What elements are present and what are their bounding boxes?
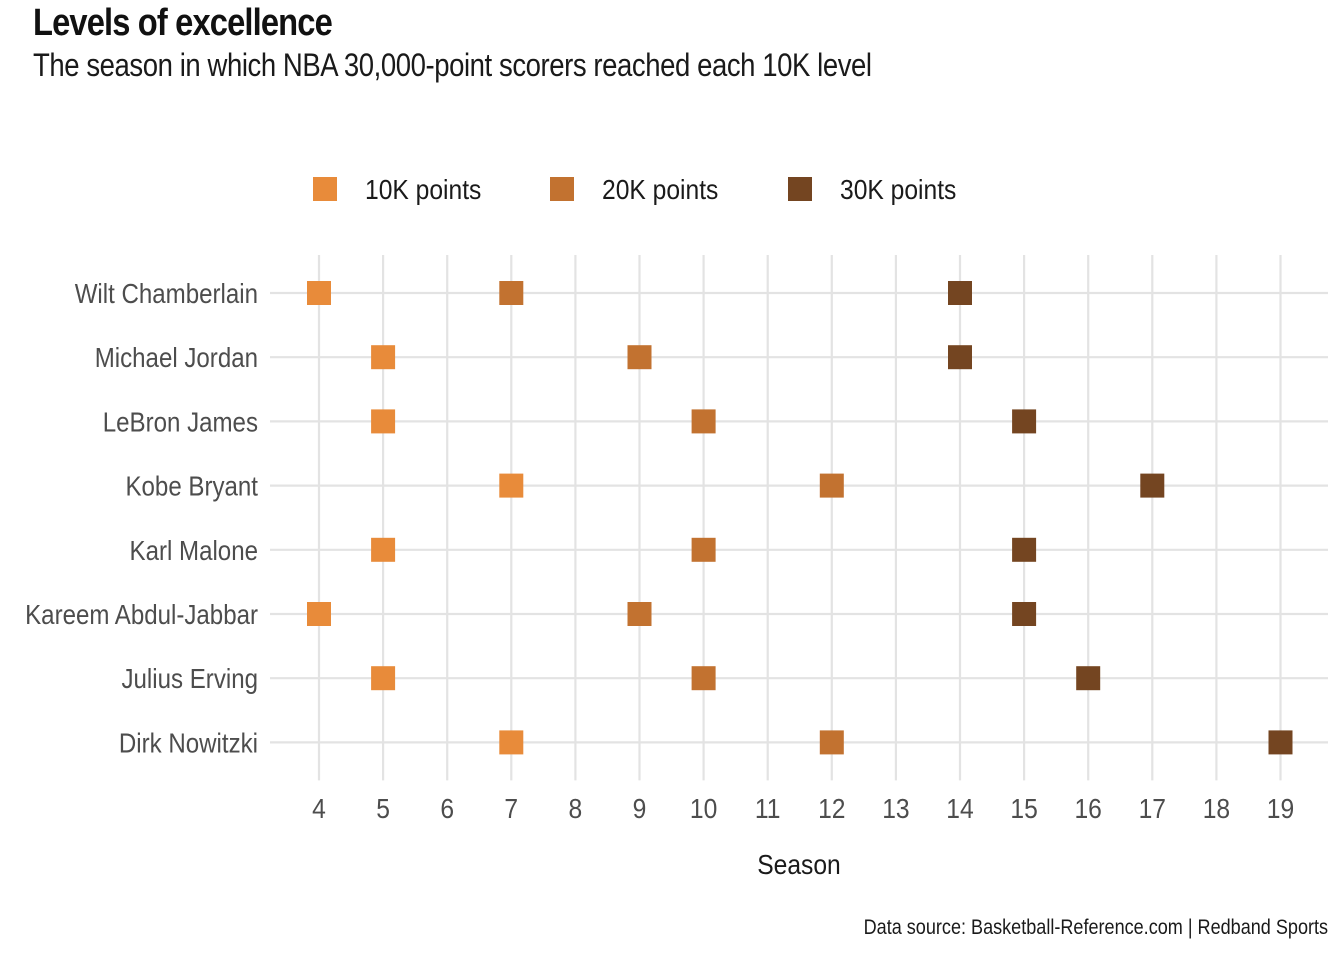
- y-tick-label: Wilt Chamberlain: [75, 277, 258, 309]
- legend: 10K points 20K points 30K points: [313, 174, 956, 206]
- data-point-20k: [627, 602, 652, 626]
- data-point-20k: [691, 666, 716, 691]
- data-point-30k: [948, 281, 972, 305]
- data-point-30k: [1012, 602, 1037, 626]
- data-point-20k: [819, 473, 844, 498]
- y-tick-label: Kareem Abdul-Jabbar: [25, 598, 258, 630]
- x-tick-label: 10: [690, 793, 717, 825]
- x-tick-label: 19: [1267, 793, 1294, 825]
- caption: Data source: Basketball-Reference.com | …: [863, 916, 1328, 939]
- x-tick-label: 9: [633, 793, 647, 825]
- x-tick-label: 6: [440, 793, 454, 825]
- y-tick-label: Karl Malone: [130, 534, 258, 566]
- x-tick-label: 18: [1203, 793, 1230, 825]
- data-point-30k: [1268, 730, 1293, 755]
- y-axis-labels: Wilt Chamberlain Michael Jordan LeBron Jam…: [25, 277, 259, 759]
- x-axis-title: Season: [757, 849, 841, 881]
- grid: [270, 255, 1328, 781]
- data-point-30k: [1012, 409, 1037, 434]
- data-point-30k: [1076, 666, 1101, 691]
- x-axis-labels: 4 5 6 7 8 9 10 11 12 13 14 15 16 17 18 19: [312, 793, 1294, 825]
- x-tick-label: 14: [946, 793, 973, 825]
- legend-label: 10K points: [365, 174, 481, 206]
- data-point-10k: [307, 281, 331, 305]
- chart-subtitle: The season in which NBA 30,000-point sco…: [33, 47, 872, 83]
- data-point-20k: [691, 537, 716, 562]
- data-point-20k: [499, 281, 524, 305]
- x-tick-label: 8: [569, 793, 583, 825]
- legend-key: [788, 177, 812, 201]
- data-point-10k: [307, 602, 331, 626]
- data-point-10k: [499, 473, 524, 498]
- legend-label: 20K points: [602, 174, 718, 206]
- data-points: [307, 281, 1293, 755]
- data-point-10k: [499, 730, 524, 755]
- x-tick-label: 16: [1074, 793, 1101, 825]
- x-tick-label: 12: [818, 793, 845, 825]
- y-tick-label: Julius Erving: [122, 662, 258, 694]
- legend-key: [313, 177, 337, 201]
- data-point-10k: [371, 537, 396, 562]
- chart-title: Levels of excellence: [33, 2, 333, 44]
- y-tick-label: Michael Jordan: [95, 341, 258, 373]
- data-point-20k: [627, 345, 652, 370]
- legend-key: [550, 177, 574, 201]
- data-point-30k: [1012, 537, 1037, 562]
- x-tick-label: 11: [755, 793, 781, 825]
- x-tick-label: 5: [376, 793, 390, 825]
- x-tick-label: 17: [1139, 793, 1166, 825]
- data-point-30k: [948, 345, 972, 370]
- data-point-30k: [1140, 473, 1165, 498]
- data-point-10k: [371, 409, 396, 434]
- y-tick-label: Dirk Nowitzki: [119, 727, 258, 759]
- legend-label: 30K points: [840, 174, 956, 206]
- data-point-20k: [819, 730, 844, 755]
- data-point-20k: [691, 409, 716, 434]
- x-tick-label: 13: [882, 793, 909, 825]
- data-point-10k: [371, 666, 396, 691]
- x-tick-label: 4: [312, 793, 326, 825]
- y-tick-label: Kobe Bryant: [125, 470, 258, 502]
- y-tick-label: LeBron James: [103, 406, 258, 438]
- x-tick-label: 15: [1010, 793, 1037, 825]
- data-point-10k: [371, 345, 396, 370]
- x-tick-label: 7: [504, 793, 518, 825]
